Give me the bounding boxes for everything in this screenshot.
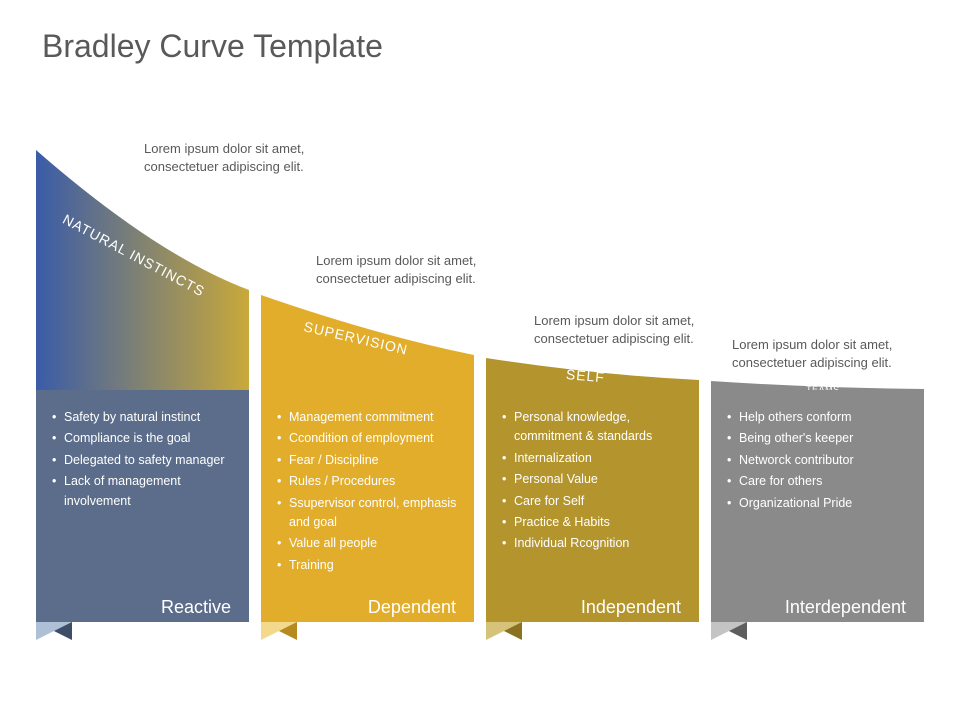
bradley-curve-chart: NATURAL INSTINCTS SUPERVISION SELF TEAMS…: [36, 150, 924, 680]
column-dependent: Management commitment Ccondition of empl…: [261, 390, 474, 622]
list-item: Being other's keeper: [725, 429, 910, 448]
column-footer: Independent: [581, 597, 681, 618]
annotation-3: Lorem ipsum dolor sit amet, consectetuer…: [732, 336, 942, 371]
bullet-list: Management commitment Ccondition of empl…: [275, 408, 460, 575]
page-title: Bradley Curve Template: [42, 28, 383, 65]
list-item: Internalization: [500, 449, 685, 468]
list-item: Rules / Procedures: [275, 472, 460, 491]
list-item: Safety by natural instinct: [50, 408, 235, 427]
annotation-0: Lorem ipsum dolor sit amet, consectetuer…: [144, 140, 354, 175]
annotation-1: Lorem ipsum dolor sit amet, consectetuer…: [316, 252, 526, 287]
list-item: Training: [275, 556, 460, 575]
bullet-list: Help others conform Being other's keeper…: [725, 408, 910, 513]
column-interdependent: Help others conform Being other's keeper…: [711, 390, 924, 622]
list-item: Ssupervisor control, emphasis and goal: [275, 494, 460, 533]
column-footer: Interdependent: [785, 597, 906, 618]
curve-area: NATURAL INSTINCTS SUPERVISION SELF TEAMS…: [36, 150, 924, 390]
list-item: Individual Rcognition: [500, 534, 685, 553]
list-item: Fear / Discipline: [275, 451, 460, 470]
fold-face: [711, 622, 747, 640]
bullet-list: Safety by natural instinct Compliance is…: [50, 408, 235, 511]
list-item: Compliance is the goal: [50, 429, 235, 448]
curve-segment-0: [36, 150, 249, 390]
list-item: Delegated to safety manager: [50, 451, 235, 470]
list-item: Care for others: [725, 472, 910, 491]
list-item: Lack of management involvement: [50, 472, 235, 511]
list-item: Ccondition of employment: [275, 429, 460, 448]
column-reactive: Safety by natural instinct Compliance is…: [36, 390, 249, 622]
list-item: Practice & Habits: [500, 513, 685, 532]
fold-face: [36, 622, 72, 640]
list-item: Personal Value: [500, 470, 685, 489]
column-footer: Reactive: [161, 597, 231, 618]
list-item: Personal knowledge, commitment & standar…: [500, 408, 685, 447]
list-item: Help others conform: [725, 408, 910, 427]
fold-face: [486, 622, 522, 640]
list-item: Care for Self: [500, 492, 685, 511]
list-item: Organizational Pride: [725, 494, 910, 513]
annotation-2: Lorem ipsum dolor sit amet, consectetuer…: [534, 312, 744, 347]
list-item: Networck contributor: [725, 451, 910, 470]
bullet-list: Personal knowledge, commitment & standar…: [500, 408, 685, 554]
list-item: Management commitment: [275, 408, 460, 427]
curve-label-2: SELF: [565, 366, 605, 385]
fold-face: [261, 622, 297, 640]
list-item: Value all people: [275, 534, 460, 553]
column-footer: Dependent: [368, 597, 456, 618]
column-independent: Personal knowledge, commitment & standar…: [486, 390, 699, 622]
columns-row: Safety by natural instinct Compliance is…: [36, 390, 924, 660]
